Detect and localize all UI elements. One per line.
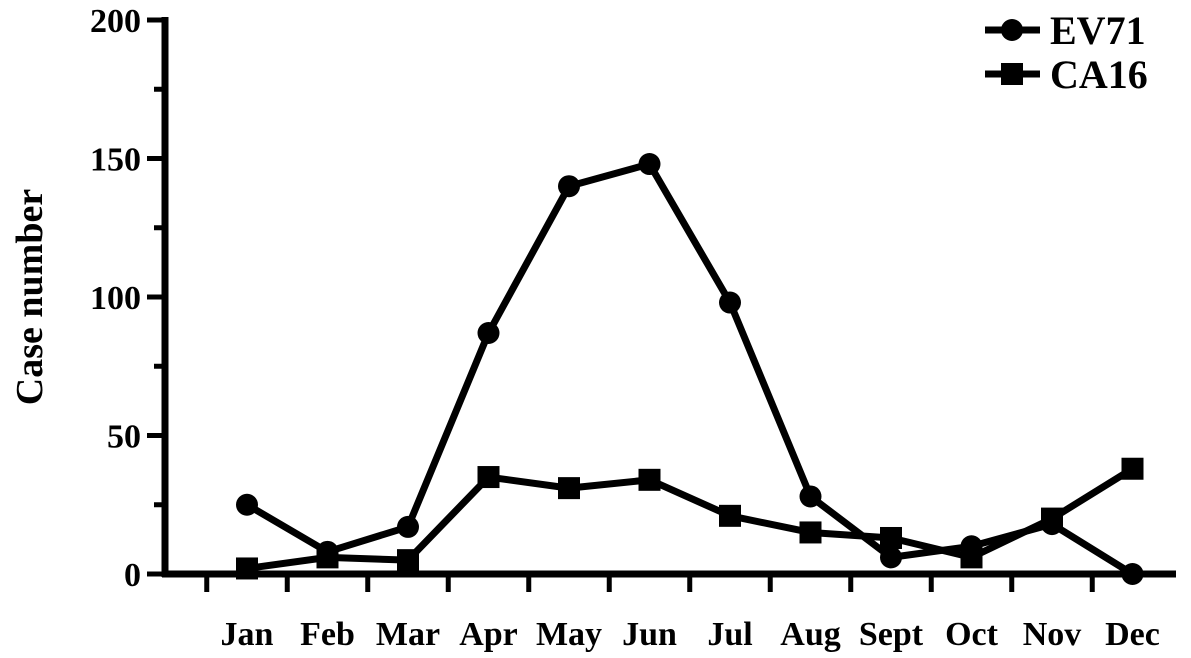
x-tick-label: Oct <box>945 616 999 653</box>
data-point <box>880 546 902 569</box>
data-point <box>638 468 661 491</box>
x-tick-label: May <box>536 616 602 653</box>
legend-marker <box>1001 19 1023 41</box>
legend-label: CA16 <box>1050 52 1148 97</box>
y-tick-label: 200 <box>90 3 141 40</box>
x-tick-label: Nov <box>1023 616 1082 653</box>
data-point <box>1121 457 1144 480</box>
x-tick-label: Sept <box>859 616 924 653</box>
data-point <box>397 549 419 572</box>
legend-item: EV71 <box>985 8 1146 53</box>
data-point <box>638 153 661 176</box>
data-point <box>799 521 822 544</box>
series-line <box>245 160 1135 577</box>
axes <box>147 17 1176 592</box>
x-tick-label: Feb <box>300 616 355 653</box>
tick-labels: 0 50 100 150 200 Jan Feb Mar Apr May Jun Jul Aug Sept… <box>90 3 1160 653</box>
legend-item: CA16 <box>985 52 1148 97</box>
series-ca16 <box>236 457 1144 580</box>
y-tick-label: 0 <box>124 557 141 594</box>
x-tick-label: Apr <box>459 616 518 653</box>
data-point <box>880 526 902 549</box>
legend-label: EV71 <box>1050 8 1146 53</box>
series-ev71 <box>236 153 1144 585</box>
y-tick-label: 150 <box>90 142 141 179</box>
x-tick-label: Jun <box>622 616 677 653</box>
x-tick-label: Mar <box>376 616 440 653</box>
series-line <box>246 465 1135 572</box>
data-point <box>236 557 258 580</box>
data-point <box>477 466 500 489</box>
data-point <box>1041 507 1063 530</box>
data-point <box>719 504 741 527</box>
x-tick-label: Jan <box>221 616 274 653</box>
data-point <box>799 485 822 508</box>
data-point <box>316 546 339 569</box>
y-axis-label: Case number <box>9 189 51 406</box>
data-point <box>558 477 580 500</box>
data-point <box>477 322 500 345</box>
y-tick-label: 50 <box>107 419 141 456</box>
legend-marker <box>1001 63 1023 85</box>
data-point <box>719 291 741 314</box>
data-point <box>236 493 258 516</box>
data-point <box>1121 563 1144 585</box>
x-tick-label: Jul <box>707 616 752 653</box>
data-point <box>397 515 419 538</box>
series-group <box>236 153 1144 585</box>
data-point <box>558 175 580 198</box>
x-tick-label: Dec <box>1105 616 1160 653</box>
y-tick-label: 100 <box>90 280 141 317</box>
x-tick-label: Aug <box>780 616 840 653</box>
data-point <box>960 546 983 569</box>
